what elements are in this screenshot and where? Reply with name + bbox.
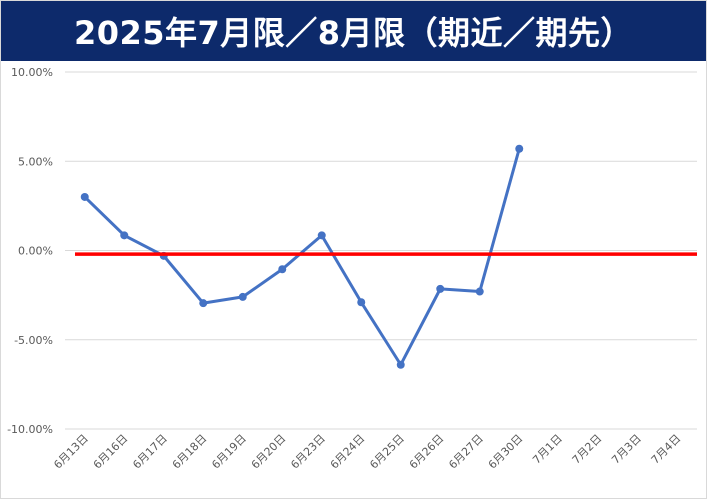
x-tick-label: 7月3日 — [609, 432, 644, 467]
data-point — [199, 299, 208, 308]
x-tick-label: 7月1日 — [530, 432, 565, 467]
x-tick-label: 6月25日 — [367, 432, 407, 472]
data-point — [357, 298, 366, 307]
x-tick-label: 6月13日 — [51, 432, 91, 472]
series-line — [83, 147, 521, 367]
data-point — [436, 284, 445, 293]
data-point — [120, 231, 129, 240]
y-tick-label: 10.00% — [11, 66, 53, 79]
data-point — [515, 144, 524, 153]
y-tick-label: -5.00% — [14, 334, 53, 347]
y-tick-label: 0.00% — [18, 245, 53, 258]
x-tick-label: 6月17日 — [130, 432, 170, 472]
data-point — [317, 231, 326, 240]
data-point — [278, 265, 287, 274]
gridlines — [65, 71, 697, 430]
x-tick-label: 6月30日 — [486, 432, 526, 472]
x-tick-label: 6月20日 — [249, 432, 289, 472]
x-tick-label: 6月27日 — [446, 432, 486, 472]
x-tick-label: 6月19日 — [209, 432, 249, 472]
title-bar: 2025年7月限／8月限（期近／期先） — [1, 1, 706, 61]
x-tick-label: 6月26日 — [407, 432, 447, 472]
x-tick-label: 6月18日 — [170, 432, 210, 472]
x-axis-tick-labels: 6月13日 6月16日 6月17日 6月18日 6月19日 6月20日 6月23日 6月24日… — [51, 432, 683, 472]
y-axis-tick-labels: 10.00% 5.00% 0.00% -5.00% -10.00% — [7, 66, 53, 436]
x-tick-label: 7月4日 — [649, 432, 684, 467]
data-point — [396, 360, 405, 369]
chart-title: 2025年7月限／8月限（期近／期先） — [73, 14, 634, 52]
y-tick-label: -10.00% — [7, 423, 53, 436]
x-tick-label: 7月2日 — [570, 432, 605, 467]
data-point — [238, 292, 247, 301]
series-layer — [80, 144, 524, 369]
data-point — [475, 287, 484, 296]
data-point — [80, 192, 89, 201]
y-tick-label: 5.00% — [18, 155, 53, 168]
x-tick-label: 6月23日 — [288, 432, 328, 472]
x-tick-label: 6月16日 — [91, 432, 131, 472]
x-tick-label: 6月24日 — [328, 432, 368, 472]
